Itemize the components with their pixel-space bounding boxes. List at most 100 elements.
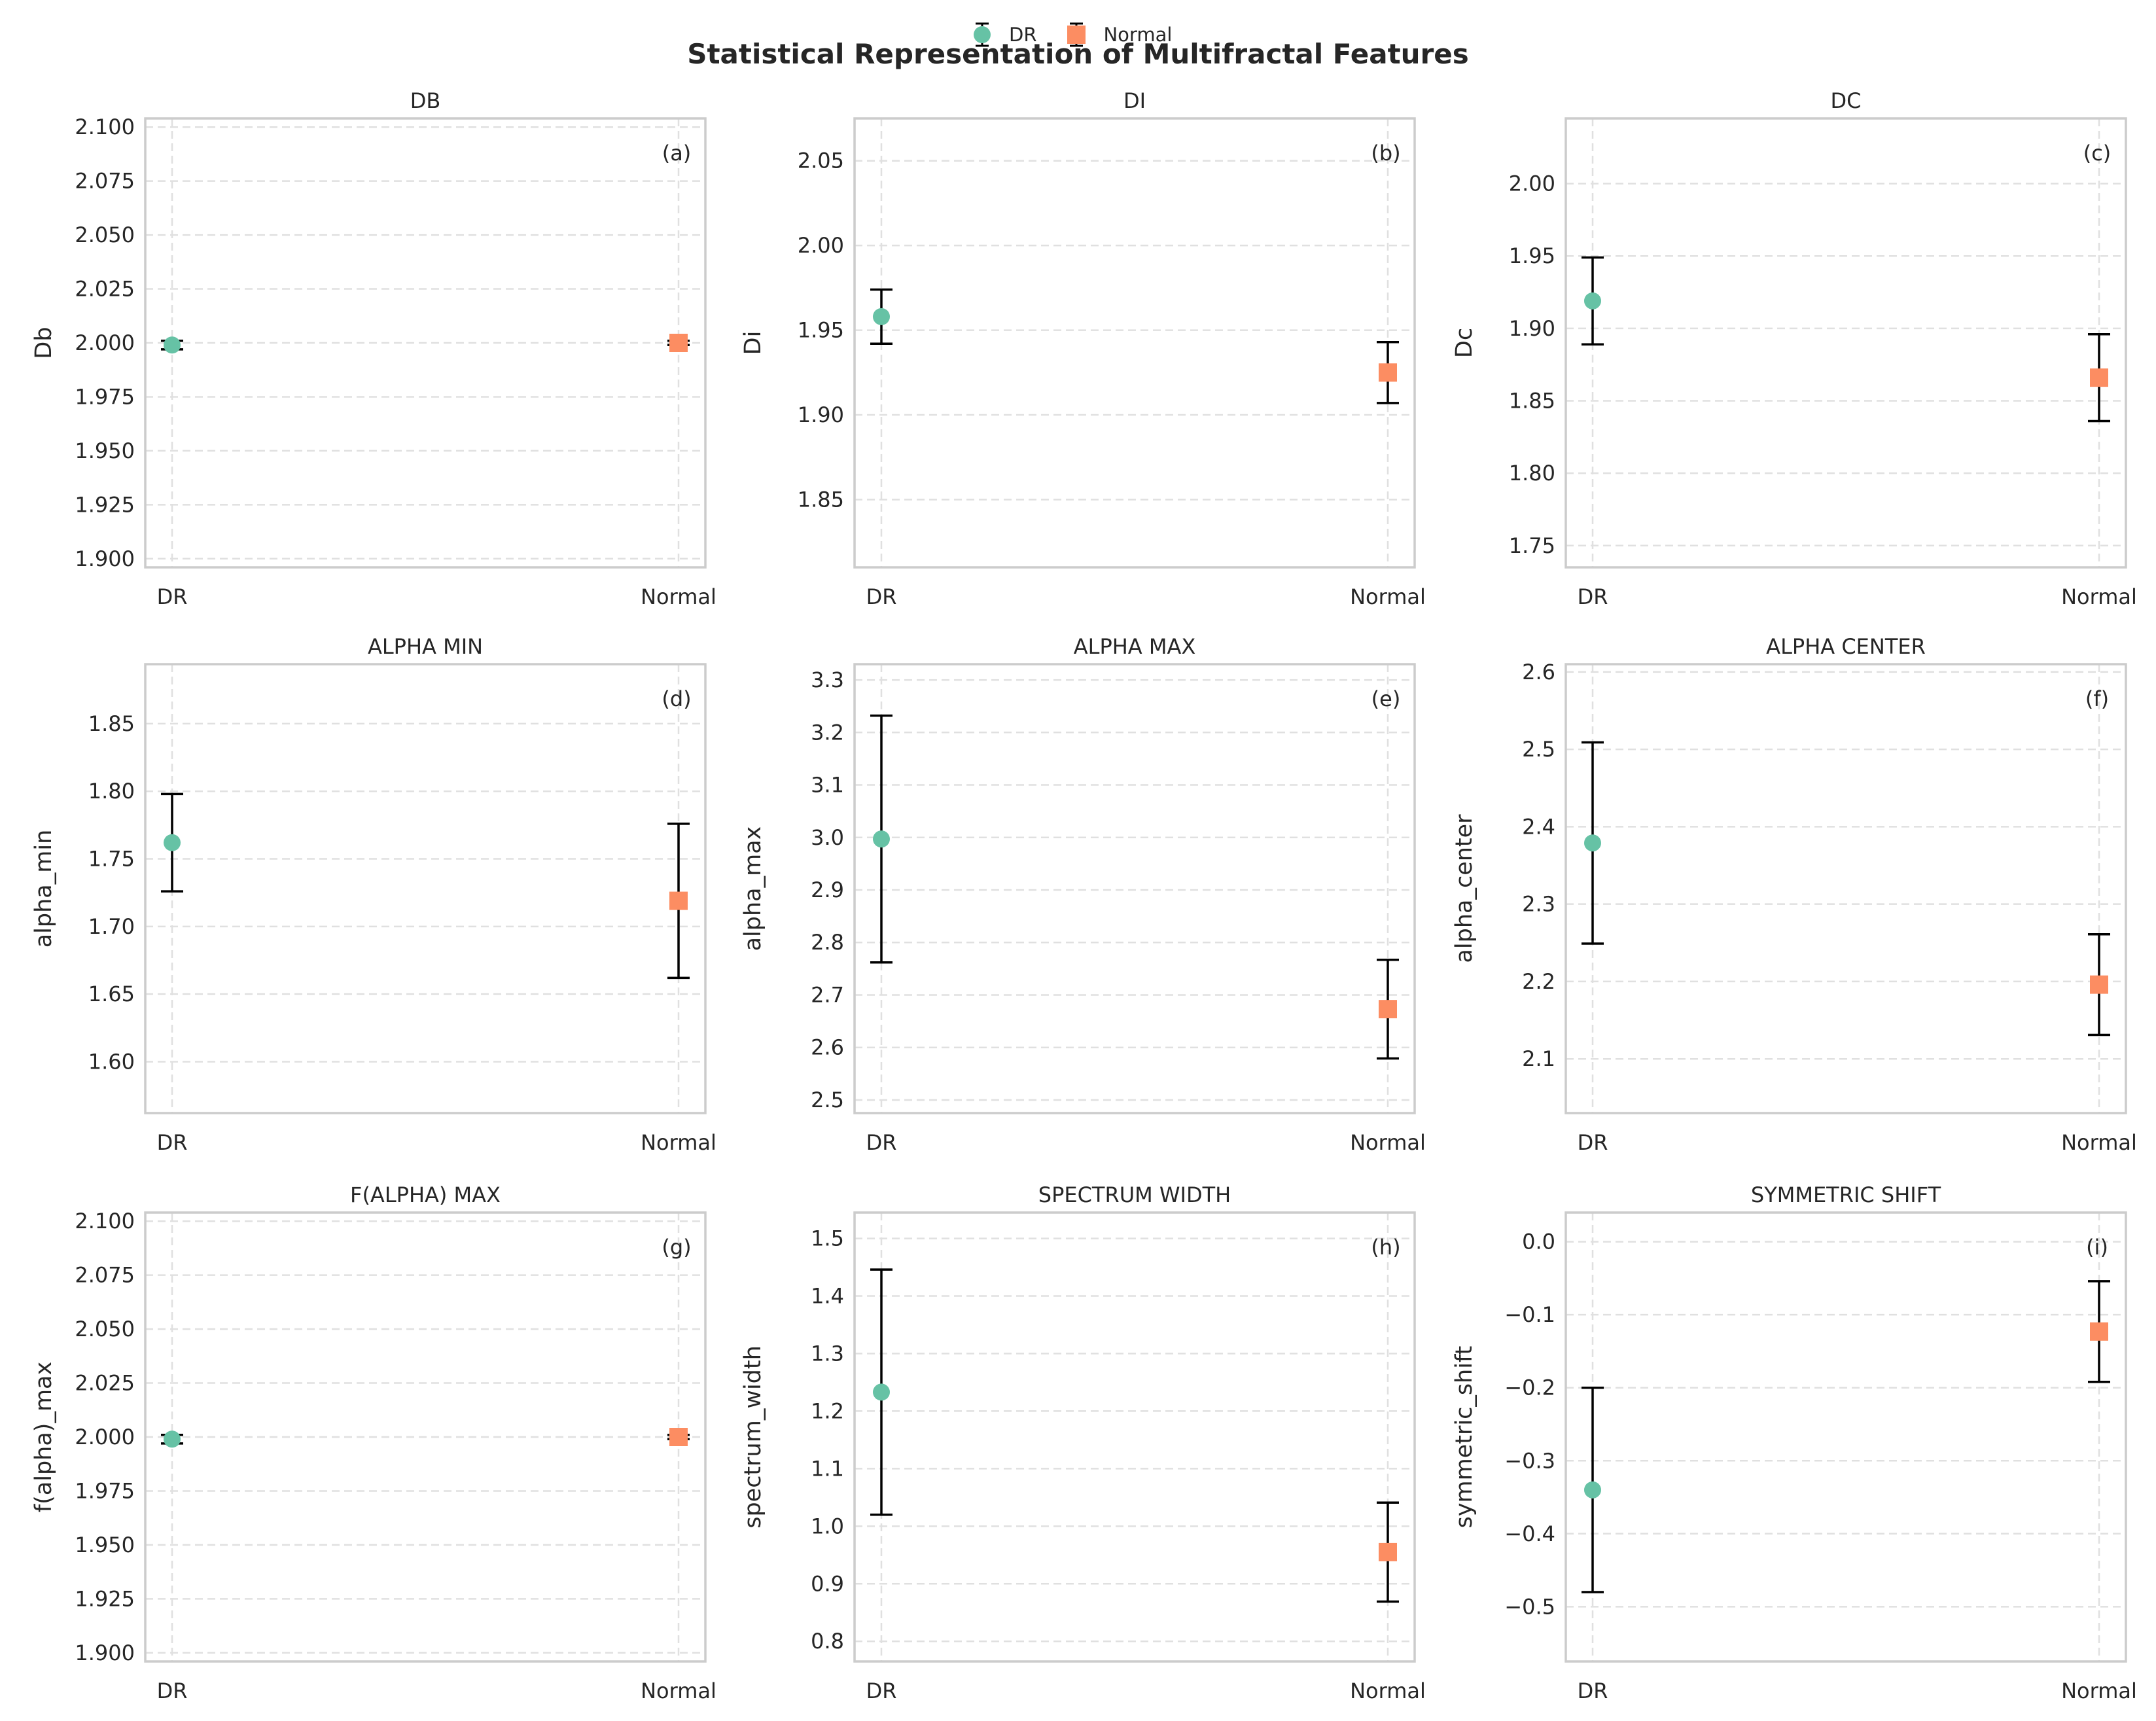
y-axis-label: alpha_max — [740, 826, 766, 951]
x-tick-label: DR — [1578, 1130, 1608, 1155]
y-tick-label: 1.950 — [75, 438, 135, 463]
y-tick-label: 2.000 — [75, 330, 135, 355]
legend-marker-circle — [974, 22, 991, 47]
panel-i: −0.5 −0.4 −0.3 −0.2 −0.1 0.0 DR Normal SYMMETRIC… — [1451, 1182, 2137, 1703]
y-tick-label: 1.70 — [88, 914, 135, 939]
x-tick-label: DR — [157, 584, 188, 609]
axes-frame — [1564, 1211, 2127, 1663]
y-tick-label: 1.0 — [811, 1514, 844, 1538]
x-tick-label: Normal — [641, 1678, 716, 1703]
y-tick-label: 1.925 — [75, 1586, 135, 1611]
panel-title: F(ALPHA) MAX — [350, 1182, 501, 1207]
data-point-dr — [873, 308, 890, 325]
y-tick-label: 1.95 — [798, 318, 844, 343]
y-tick-label: 2.7 — [811, 982, 844, 1007]
x-tick-label: DR — [157, 1678, 188, 1703]
y-axis-label: alpha_center — [1451, 814, 1477, 963]
y-tick-label: 1.95 — [1509, 243, 1555, 268]
y-tick-label: 2.05 — [798, 149, 844, 173]
panel-label: (b) — [1371, 141, 1400, 166]
data-point-normal — [1379, 1542, 1397, 1561]
panel-label: (e) — [1371, 686, 1401, 711]
y-tick-label: −0.4 — [1504, 1521, 1555, 1546]
axes-frame — [1564, 663, 2127, 1114]
figure-title: Statistical Representation of Multifract… — [687, 38, 1469, 70]
panel-title: ALPHA MAX — [1074, 634, 1196, 659]
y-tick-label: −0.2 — [1504, 1375, 1555, 1400]
legend-label: DR — [1009, 24, 1037, 46]
y-axis-label: Di — [740, 331, 766, 355]
data-point-dr — [164, 834, 181, 851]
y-tick-label: 1.925 — [75, 492, 135, 517]
data-point-dr — [164, 336, 181, 354]
x-tick-label: DR — [1578, 584, 1608, 609]
panel-title: SPECTRUM WIDTH — [1038, 1182, 1231, 1207]
y-axis-label: Db — [31, 327, 57, 359]
y-tick-label: −0.3 — [1504, 1448, 1555, 1473]
y-tick-label: 2.3 — [1522, 892, 1555, 917]
y-tick-label: 2.6 — [811, 1035, 844, 1060]
data-point-dr — [1584, 834, 1601, 852]
y-tick-label: 2.9 — [811, 878, 844, 902]
data-point-dr — [873, 1383, 890, 1401]
legend: DR Normal — [968, 20, 1172, 50]
data-point-normal — [669, 1428, 688, 1446]
data-point-normal — [2090, 368, 2108, 387]
y-tick-label: 2.5 — [811, 1088, 844, 1112]
y-axis-label: spectrum_width — [740, 1345, 766, 1529]
y-tick-label: 1.65 — [88, 982, 135, 1006]
data-point-normal — [1379, 1000, 1397, 1019]
data-point-dr — [1584, 292, 1601, 310]
x-tick-label: DR — [1578, 1678, 1608, 1703]
y-tick-label: −0.1 — [1504, 1302, 1555, 1327]
y-tick-label: 2.050 — [75, 1317, 135, 1341]
axes-frame — [144, 1211, 707, 1663]
x-tick-label: Normal — [641, 584, 716, 609]
x-tick-label: DR — [866, 584, 897, 609]
panel-f: 2.1 2.2 2.3 2.4 2.5 2.6 DR Normal ALPHA CENTER al… — [1451, 634, 2137, 1155]
axes-frame — [144, 117, 707, 569]
data-point-dr — [873, 830, 890, 848]
y-tick-label: 0.8 — [811, 1629, 844, 1654]
panel-title: DI — [1123, 88, 1146, 113]
y-tick-label: 2.100 — [75, 1209, 135, 1233]
y-tick-label: 1.85 — [88, 711, 135, 736]
x-tick-label: Normal — [2061, 1678, 2137, 1703]
y-tick-label: 2.075 — [75, 169, 135, 194]
data-point-normal — [1379, 363, 1397, 382]
y-tick-label: 1.3 — [811, 1341, 844, 1366]
y-tick-label: 1.90 — [1509, 316, 1555, 341]
y-tick-label: 1.4 — [811, 1284, 844, 1309]
plot-area — [1566, 118, 2126, 567]
y-tick-label: 1.900 — [75, 546, 135, 571]
plot-area — [145, 664, 705, 1113]
y-tick-label: 1.80 — [1509, 461, 1555, 486]
panel-a: 1.900 1.925 1.950 1.975 2.000 2.025 2.050 2.075… — [31, 88, 716, 609]
y-tick-label: 2.100 — [75, 115, 135, 139]
panel-e: 2.5 2.6 2.7 2.8 2.9 3.0 3.1 3.2 3.3 DR Normal ALPHA… — [740, 634, 1426, 1155]
plot-area — [855, 118, 1415, 567]
x-tick-label: Normal — [1350, 1678, 1426, 1703]
panel-g: 1.900 1.925 1.950 1.975 2.000 2.025 2.050 2.075… — [31, 1182, 716, 1703]
y-tick-label: 1.900 — [75, 1641, 135, 1665]
plot-area — [1566, 1213, 2126, 1661]
data-point-normal — [2090, 1322, 2108, 1341]
y-tick-label: 2.00 — [1509, 171, 1555, 196]
panel-c: 1.75 1.80 1.85 1.90 1.95 2.00 DR Normal DC Dc (c) — [1451, 88, 2137, 609]
data-point-normal — [669, 891, 688, 910]
y-tick-label: 2.000 — [75, 1425, 135, 1449]
panel-label: (c) — [2083, 141, 2112, 166]
y-tick-label: 3.3 — [811, 667, 844, 692]
panel-label: (d) — [662, 686, 691, 711]
y-tick-label: 1.975 — [75, 1478, 135, 1503]
y-tick-label: 2.8 — [811, 930, 844, 955]
y-tick-label: 0.9 — [811, 1571, 844, 1596]
y-tick-label: 2.025 — [75, 1371, 135, 1396]
x-tick-label: Normal — [2061, 1130, 2137, 1155]
plot-area — [1566, 664, 2126, 1113]
data-point-dr — [164, 1430, 181, 1448]
axes-frame — [853, 663, 1416, 1114]
legend-marker-square — [1067, 22, 1086, 47]
axes-frame — [853, 117, 1416, 569]
